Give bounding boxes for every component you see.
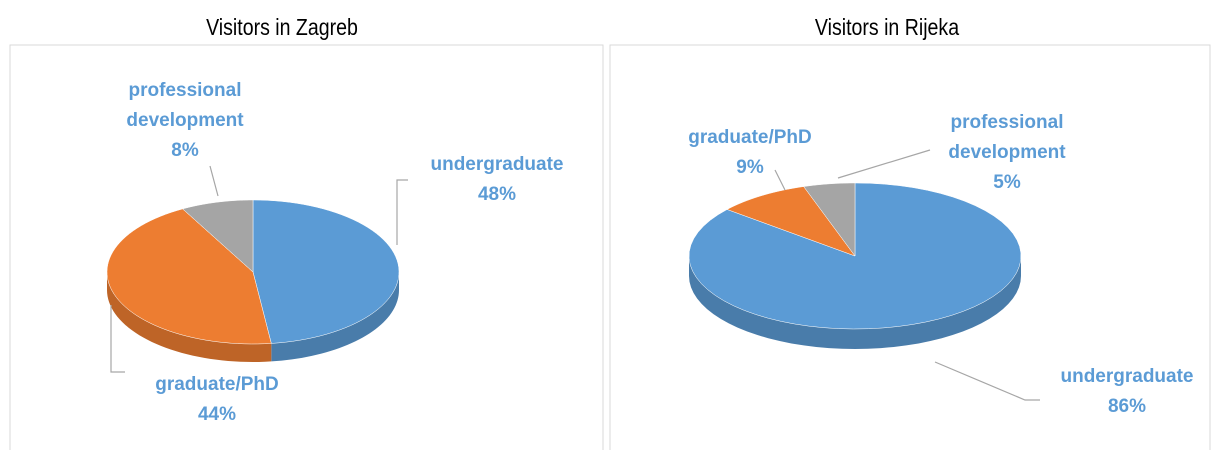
data-label-category: graduate/PhD bbox=[688, 127, 812, 148]
slice bbox=[182, 199, 254, 273]
leader-line bbox=[934, 361, 1040, 401]
panel-border bbox=[9, 44, 604, 450]
slice bbox=[106, 208, 272, 345]
leader-line bbox=[774, 169, 786, 191]
data-label-category: undergraduate bbox=[1060, 366, 1194, 387]
slice bbox=[726, 186, 856, 257]
slice-side bbox=[107, 272, 272, 362]
slice-side bbox=[689, 256, 1021, 349]
slice bbox=[252, 199, 400, 344]
data-label-value: 44% bbox=[197, 404, 237, 425]
chart-title: Visitors in Rijeka bbox=[814, 14, 960, 40]
data-label-category: professional development bbox=[948, 112, 1066, 163]
data-label-value: 5% bbox=[993, 172, 1021, 193]
data-label-value: 48% bbox=[477, 184, 517, 205]
panel-border bbox=[609, 44, 1211, 450]
slice bbox=[803, 182, 856, 257]
slice-side bbox=[271, 272, 399, 362]
data-label-value: 9% bbox=[736, 157, 764, 178]
data-label-value: 86% bbox=[1107, 396, 1147, 417]
data-label-category: graduate/PhD bbox=[155, 374, 279, 395]
data-label-value: 8% bbox=[171, 140, 199, 161]
data-label-category: professional development bbox=[126, 80, 244, 131]
leader-line bbox=[110, 305, 125, 373]
data-label-category: undergraduate bbox=[430, 154, 564, 175]
leader-line bbox=[209, 165, 219, 197]
leader-line bbox=[396, 179, 408, 245]
chart-title: Visitors in Zagreb bbox=[206, 14, 358, 40]
leader-line bbox=[837, 149, 931, 179]
